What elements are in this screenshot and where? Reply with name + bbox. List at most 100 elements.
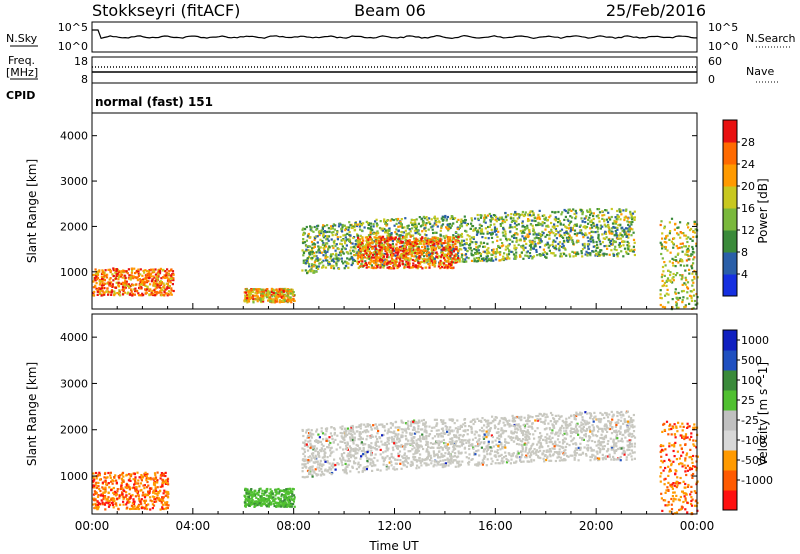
scatter-cell — [369, 261, 372, 264]
scatter-cell — [437, 444, 440, 447]
scatter-cell — [95, 477, 98, 480]
scatter-cell — [544, 255, 547, 258]
scatter-cell — [326, 237, 329, 240]
scatter-cell — [393, 236, 396, 239]
scatter-cell — [364, 260, 367, 263]
scatter-cell — [425, 216, 428, 219]
scatter-cell — [515, 239, 519, 242]
scatter-cell — [110, 480, 113, 483]
scatter-cell — [598, 238, 601, 241]
scatter-cell — [265, 500, 268, 503]
scatter-cell — [684, 269, 687, 272]
scatter-cell — [535, 236, 538, 239]
scatter-cell — [491, 241, 494, 244]
scatter-cell — [433, 215, 436, 218]
scatter-cell — [495, 220, 498, 223]
scatter-cell — [678, 246, 681, 249]
scatter-cell — [419, 242, 423, 245]
scatter-cell — [257, 289, 260, 292]
scatter-cell — [460, 248, 463, 251]
scatter-cell — [357, 248, 361, 251]
scatter-cell — [101, 501, 104, 504]
scatter-cell — [663, 306, 667, 309]
scatter-cell — [360, 253, 363, 256]
scatter-cell — [375, 244, 378, 247]
scatter-cell — [495, 229, 498, 232]
scatter-cell — [442, 235, 445, 238]
scatter-cell — [562, 223, 565, 226]
scatter-cell — [575, 414, 578, 418]
scatter-cell — [453, 258, 456, 261]
scatter-cell — [304, 259, 307, 262]
scatter-cell — [172, 289, 175, 293]
scatter-cell — [283, 499, 286, 502]
scatter-cell — [606, 220, 610, 224]
scatter-cell — [96, 278, 99, 281]
scatter-cell — [368, 262, 372, 265]
scatter-cell — [537, 213, 540, 216]
scatter-cell — [391, 259, 394, 263]
scatter-cell — [137, 274, 140, 277]
scatter-cell — [157, 497, 160, 500]
scatter-cell — [672, 258, 675, 261]
scatter-cell — [515, 237, 518, 240]
scatter-cell — [378, 259, 382, 262]
scatter-cell — [154, 492, 157, 495]
scatter-cell — [151, 507, 154, 510]
scatter-cell — [401, 263, 404, 266]
scatter-cell — [99, 289, 102, 292]
scatter-cell — [158, 286, 161, 289]
scatter-cell — [447, 245, 450, 249]
scatter-cell — [587, 247, 590, 250]
scatter-cell — [362, 264, 365, 268]
scatter-cell — [410, 243, 413, 247]
scatter-cell — [449, 240, 452, 243]
scatter-cell — [554, 254, 557, 257]
scatter-cell — [429, 240, 432, 244]
scatter-cell — [164, 288, 167, 291]
scatter-cell — [492, 248, 495, 251]
scatter-cell — [521, 235, 524, 238]
scatter-cell — [172, 279, 175, 282]
scatter-cell — [515, 228, 518, 231]
scatter-cell — [267, 499, 270, 502]
scatter-cell — [402, 252, 405, 255]
scatter-cell — [627, 230, 630, 233]
scatter-cell — [389, 262, 392, 265]
scatter-cell — [332, 246, 335, 250]
scatter-cell — [326, 235, 329, 238]
scatter-cell — [613, 221, 616, 224]
scatter-cell — [627, 242, 630, 245]
scatter-cell — [418, 251, 421, 254]
scatter-cell — [155, 278, 158, 281]
scatter-cell — [587, 240, 590, 243]
scatter-cell — [629, 212, 632, 215]
scatter-cell — [168, 285, 171, 288]
scatter-cell — [560, 228, 564, 231]
scatter-cell — [515, 212, 519, 216]
scatter-cell — [143, 283, 146, 286]
scatter-cell — [120, 484, 123, 487]
scatter-cell — [301, 228, 304, 231]
scatter-cell — [145, 475, 148, 478]
scatter-cell — [671, 277, 674, 280]
scatter-cell — [352, 236, 355, 240]
scatter-cell — [383, 244, 386, 247]
scatter-cell — [551, 252, 554, 255]
scatter-cell — [623, 247, 627, 250]
scatter-cell — [291, 292, 294, 295]
scatter-cell — [128, 497, 131, 500]
scatter-cell — [345, 244, 348, 247]
scatter-cell — [612, 252, 615, 255]
scatter-cell — [373, 253, 376, 256]
scatter-cell — [246, 297, 249, 300]
scatter-cell — [427, 257, 430, 260]
colorbar-tick-label: 12 — [741, 224, 755, 237]
scatter-cell — [261, 492, 264, 495]
scatter-cell — [344, 236, 347, 239]
scatter-cell — [688, 302, 691, 305]
scatter-cell — [665, 284, 668, 287]
scatter-cell — [547, 225, 550, 228]
scatter-cell — [482, 220, 486, 223]
scatter-cell — [151, 500, 154, 503]
